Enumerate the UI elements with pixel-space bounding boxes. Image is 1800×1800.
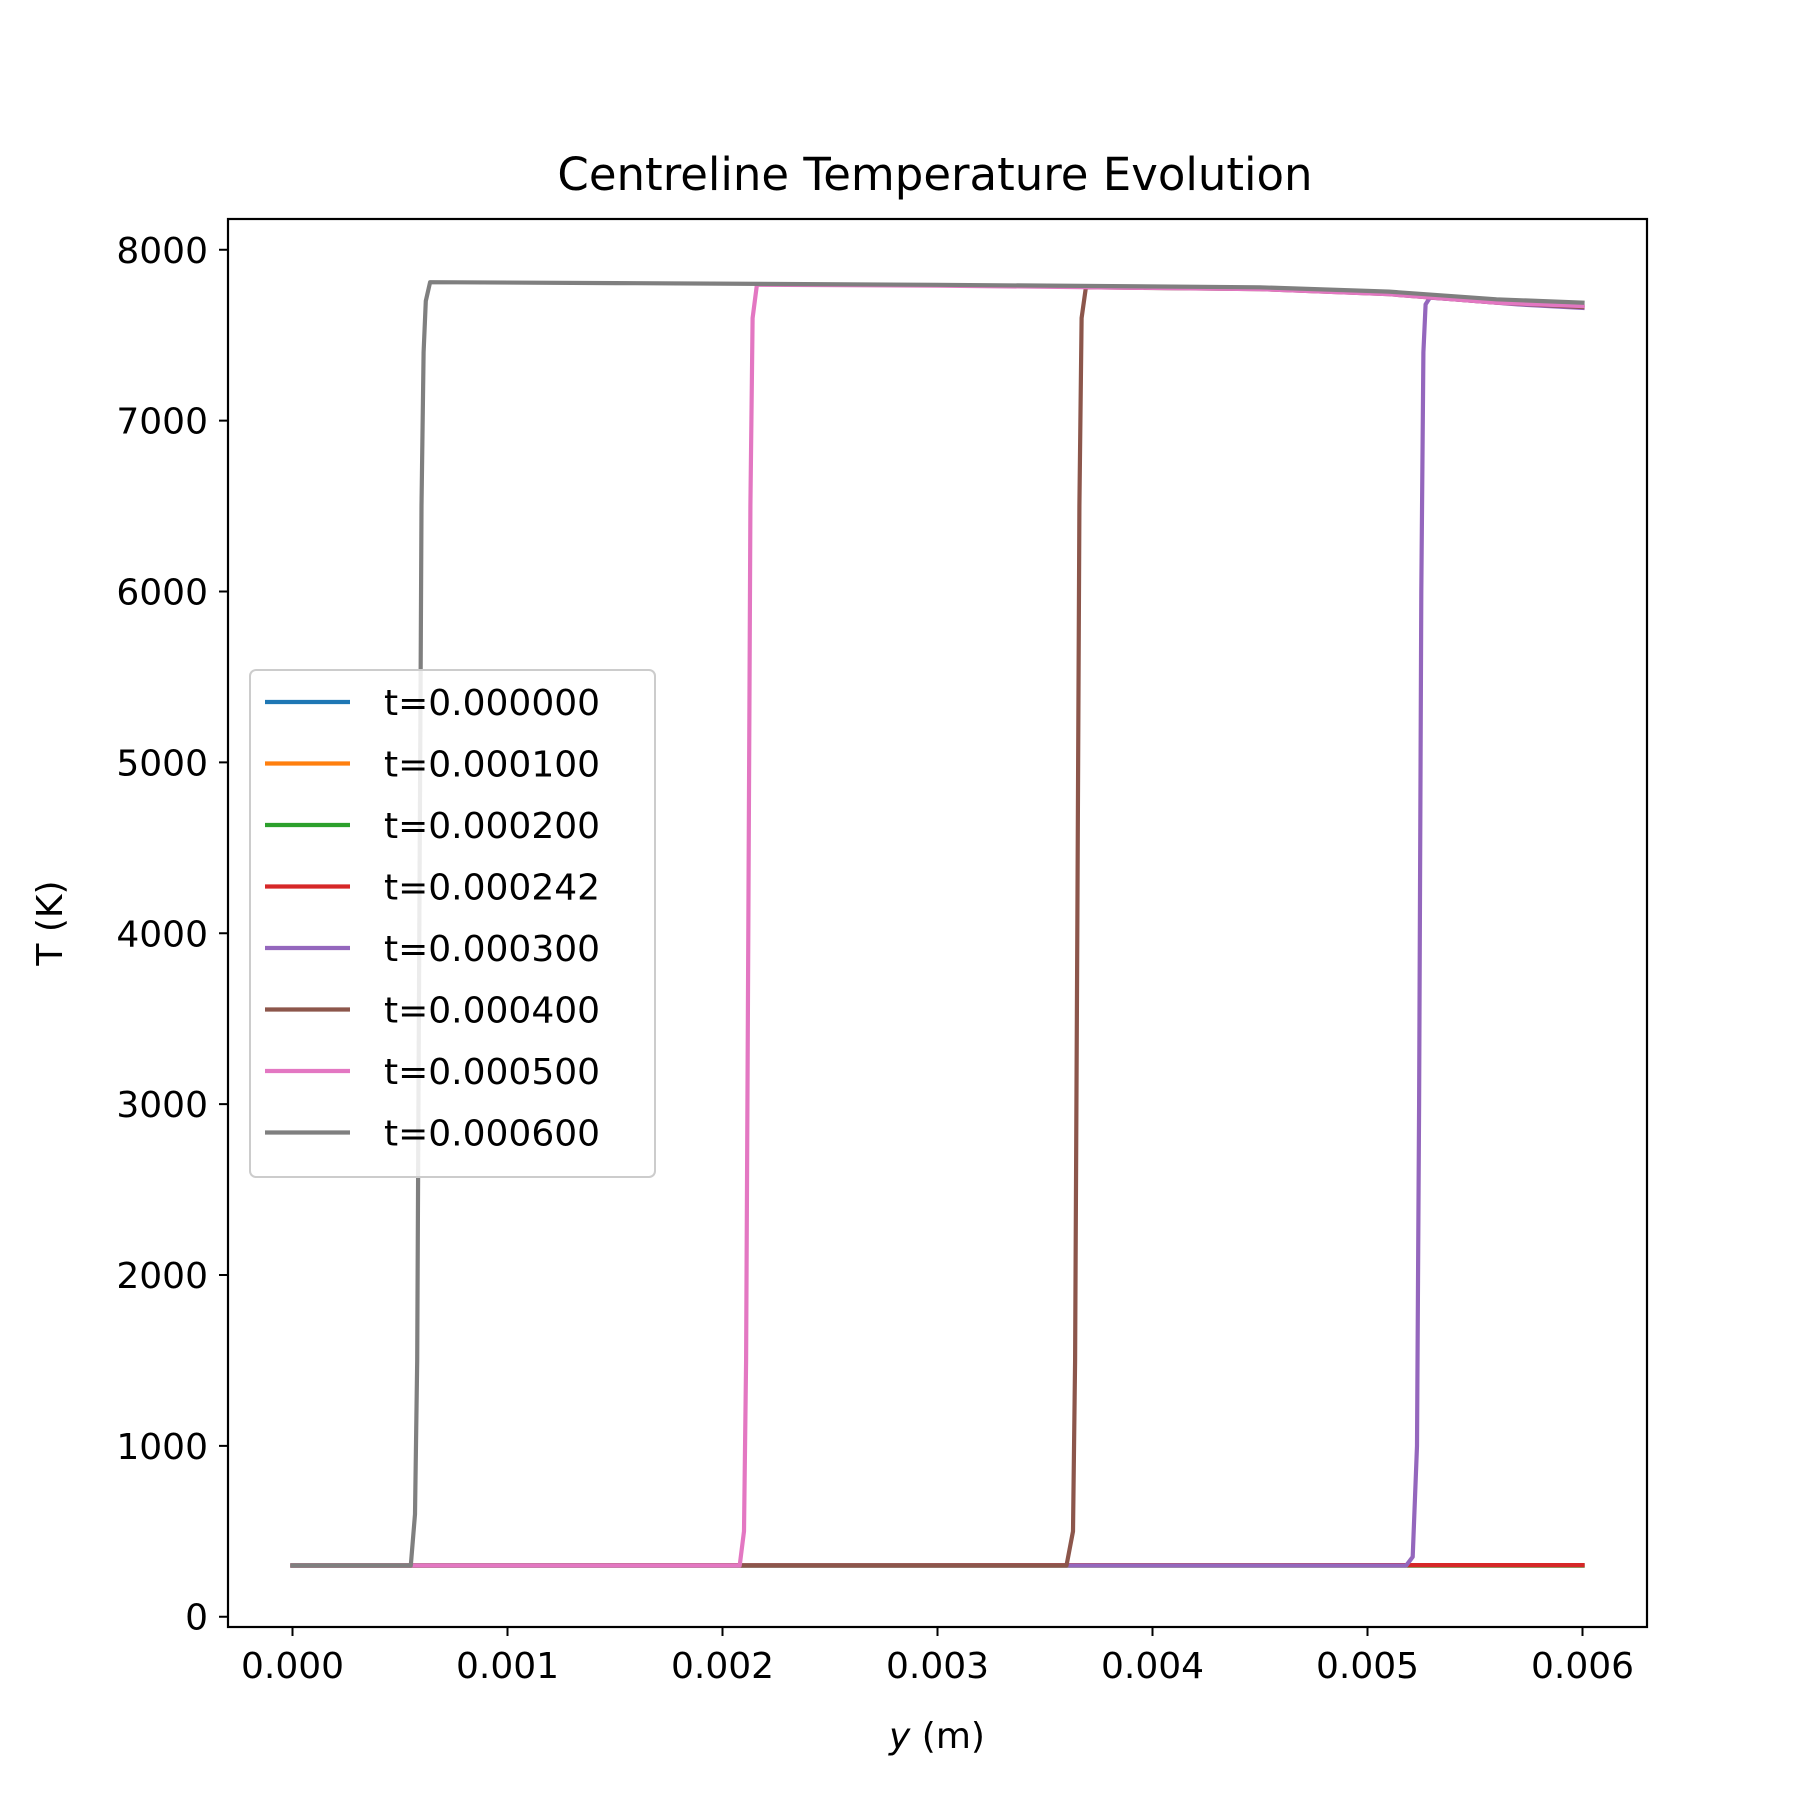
x-tick-label: 0.006 [1531,1646,1634,1687]
legend-box [249,669,656,1178]
legend: t=0.000000 t=0.000100 t=0.000200 t=0.000242… [249,669,656,1178]
legend-label-4: t=0.000300 [384,929,600,970]
legend-label-2: t=0.000200 [384,806,600,847]
y-tick-label: 7000 [116,402,208,443]
series-layer [290,280,1585,1568]
legend-label-7: t=0.000600 [384,1114,600,1155]
y-tick-label: 8000 [116,231,208,272]
legend-label-3: t=0.000242 [384,868,600,909]
y-tick-label: 4000 [116,914,208,955]
x-axis-ticks: 0.000 0.001 0.002 0.003 0.004 0.005 0.006 [241,1627,1634,1687]
legend-label-0: t=0.000000 [384,683,600,724]
series-line-7 [290,280,1585,1568]
y-tick-label: 2000 [116,1256,208,1297]
y-axis-label: T (K) [30,880,71,966]
legend-label-1: t=0.000100 [384,745,600,786]
y-axis-ticks: 0 1000 2000 3000 4000 5000 6000 7000 8000 [116,231,228,1639]
y-tick-label: 1000 [116,1427,208,1468]
y-tick-label: 6000 [116,573,208,614]
x-tick-label: 0.003 [886,1646,989,1687]
x-tick-label: 0.002 [671,1646,774,1687]
y-tick-label: 0 [185,1598,208,1639]
x-tick-label: 0.000 [241,1646,344,1687]
x-axis-label: y (m) [888,1716,985,1757]
y-tick-label: 3000 [116,1085,208,1126]
legend-label-6: t=0.000500 [384,1052,600,1093]
chart-title: Centreline Temperature Evolution [557,148,1312,201]
x-tick-label: 0.005 [1316,1646,1419,1687]
y-tick-label: 5000 [116,743,208,784]
x-axis-label-unit: (m) [910,1716,985,1757]
series-line-6 [290,282,1585,1568]
legend-label-5: t=0.000400 [384,991,600,1032]
x-tick-label: 0.004 [1101,1646,1204,1687]
x-axis-label-variable: y [888,1716,911,1757]
x-tick-label: 0.001 [456,1646,559,1687]
